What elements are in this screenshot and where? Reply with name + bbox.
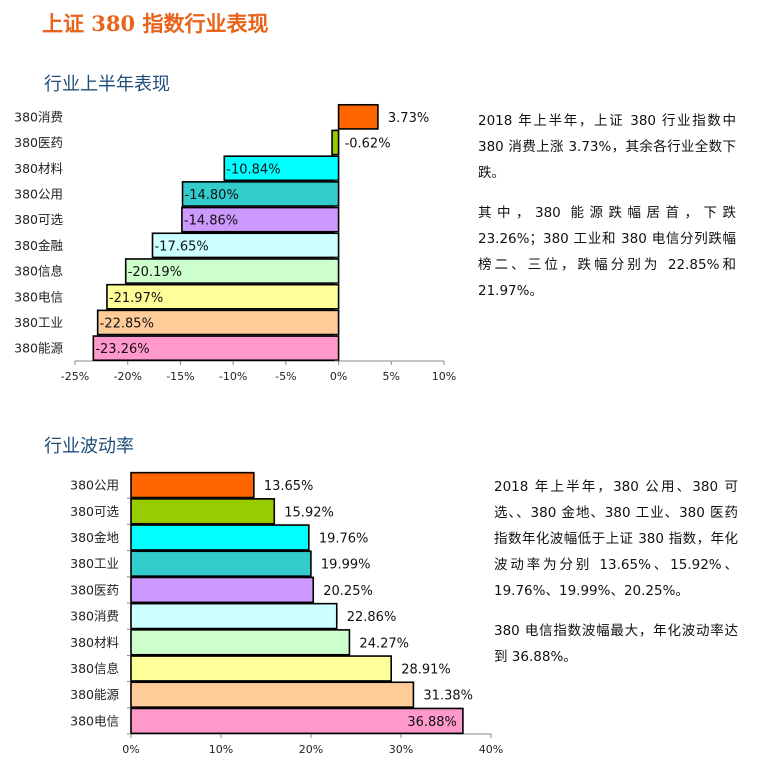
category-label: 380金融 xyxy=(14,238,63,253)
data-label: 15.92% xyxy=(284,505,334,520)
category-label: 380消费 xyxy=(14,109,63,124)
data-label: 20.25% xyxy=(323,584,373,599)
x-tick-label: -5% xyxy=(275,370,296,383)
data-label: 19.76% xyxy=(319,532,369,547)
bar xyxy=(130,576,315,604)
data-label: 31.38% xyxy=(423,689,473,704)
bar xyxy=(331,129,340,156)
data-label: -14.86% xyxy=(184,214,238,229)
bar xyxy=(124,258,340,284)
performance-paragraph-1: 2018 年上半年，上证 380 行业指数中 380 消费上涨 3.73%，其余… xyxy=(478,113,736,181)
bar xyxy=(130,524,310,551)
x-tick-label: 30% xyxy=(389,743,413,756)
bar xyxy=(96,309,340,336)
section-heading-volatility: 行业波动率 xyxy=(44,436,134,457)
bar xyxy=(106,283,340,310)
data-label: 24.27% xyxy=(359,636,409,651)
category-label: 380电信 xyxy=(14,289,63,304)
data-label: -22.85% xyxy=(100,316,154,331)
data-label: 36.88% xyxy=(407,715,457,730)
category-label: 380材料 xyxy=(14,161,63,176)
category-label: 380医药 xyxy=(14,135,63,150)
x-tick-label: 20% xyxy=(299,743,323,756)
x-tick-label: 0% xyxy=(122,743,139,756)
data-label: 22.86% xyxy=(347,610,397,625)
performance-description: 2018 年上半年，上证 380 行业指数中 380 消费上涨 3.73%，其余… xyxy=(478,108,736,318)
section-heading-performance: 行业上半年表现 xyxy=(44,74,170,95)
data-label: -0.62% xyxy=(345,137,391,152)
bar xyxy=(92,335,340,362)
category-label: 380可选 xyxy=(14,212,63,227)
data-label: 13.65% xyxy=(264,479,314,494)
data-label: -21.97% xyxy=(109,291,163,306)
category-label: 380金地 xyxy=(70,530,119,545)
category-label: 380材料 xyxy=(70,635,119,650)
bar xyxy=(151,232,340,259)
bar xyxy=(130,550,312,577)
volatility-paragraph-2: 380 电信指数波幅最大，年化波动率达到 36.88%。 xyxy=(494,623,738,665)
data-label: 28.91% xyxy=(401,663,451,678)
bar xyxy=(223,155,340,182)
category-label: 380电信 xyxy=(70,713,119,728)
data-label: -23.26% xyxy=(95,342,149,357)
bar xyxy=(337,103,379,130)
category-label: 380信息 xyxy=(14,264,63,279)
category-label: 380能源 xyxy=(14,341,63,356)
x-tick-label: -15% xyxy=(166,370,194,383)
x-tick-label: 40% xyxy=(479,743,503,756)
volatility-description: 2018 年上半年，380 公用、380 可选、、380 金地、380 工业、3… xyxy=(494,474,738,684)
category-label: 380工业 xyxy=(14,315,63,330)
data-label: 19.99% xyxy=(321,558,371,573)
category-label: 380公用 xyxy=(14,186,63,201)
x-tick-label: -10% xyxy=(219,370,247,383)
bar xyxy=(130,707,464,735)
bar xyxy=(181,181,340,207)
category-label: 380工业 xyxy=(70,556,119,571)
x-tick-label: -25% xyxy=(61,370,89,383)
bar xyxy=(130,602,338,630)
x-tick-label: -20% xyxy=(114,370,142,383)
x-tick-label: 5% xyxy=(383,370,400,383)
data-label: 3.73% xyxy=(388,111,429,126)
volatility-paragraph-1: 2018 年上半年，380 公用、380 可选、、380 金地、380 工业、3… xyxy=(494,479,738,599)
data-label: -10.84% xyxy=(226,162,280,177)
bar xyxy=(130,471,255,499)
data-label: -17.65% xyxy=(154,239,208,254)
category-label: 380信息 xyxy=(70,661,119,676)
category-label: 380公用 xyxy=(70,478,119,493)
bar xyxy=(181,206,340,233)
data-label: -14.80% xyxy=(185,188,239,203)
page-title: 上证 380 指数行业表现 xyxy=(42,11,269,36)
x-tick-label: 10% xyxy=(209,743,233,756)
performance-paragraph-2: 其中，380 能源跌幅居首，下跌 23.26%；380 工业和 380 电信分列… xyxy=(478,205,736,299)
category-label: 380医药 xyxy=(70,582,119,597)
category-label: 380可选 xyxy=(70,504,119,519)
x-tick-label: 0% xyxy=(330,370,347,383)
data-label: -20.19% xyxy=(128,265,182,280)
bar xyxy=(130,681,415,708)
bar xyxy=(130,655,392,682)
category-label: 380能源 xyxy=(70,687,119,702)
bar xyxy=(130,498,276,525)
category-label: 380消费 xyxy=(70,609,119,624)
x-tick-label: 10% xyxy=(432,370,456,383)
bar xyxy=(130,629,351,656)
